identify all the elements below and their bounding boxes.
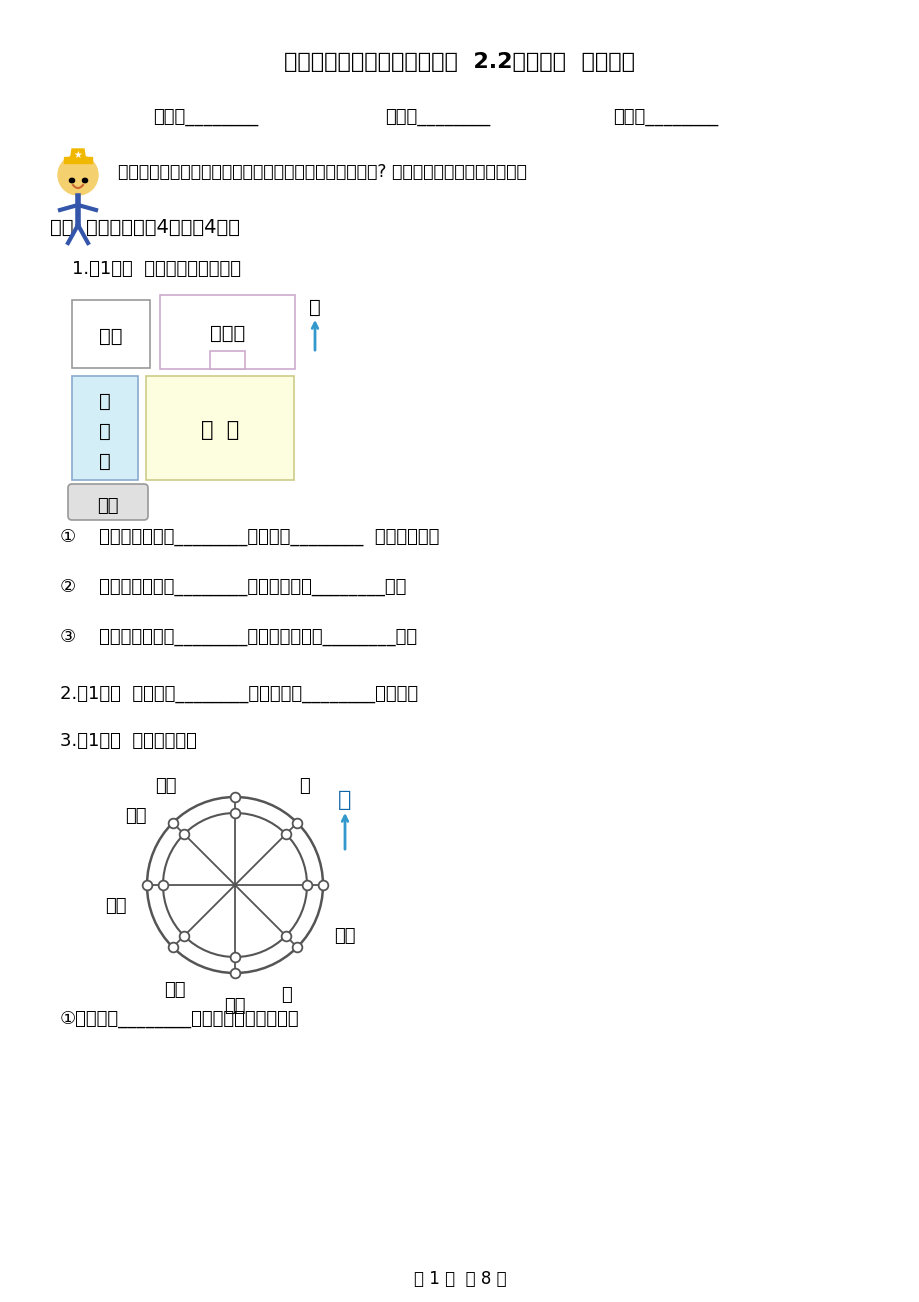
- FancyBboxPatch shape: [68, 484, 148, 519]
- Circle shape: [147, 797, 323, 973]
- Bar: [210, 352, 244, 368]
- Text: ①指针指向________面时，指的物品是鞋。: ①指针指向________面时，指的物品是鞋。: [60, 1010, 300, 1029]
- Text: 北: 北: [309, 298, 321, 316]
- Bar: [160, 296, 295, 368]
- Bar: [146, 376, 294, 480]
- Text: 花坛: 花坛: [97, 497, 119, 516]
- Text: 足球: 足球: [164, 980, 185, 999]
- Bar: [64, 158, 92, 163]
- Text: 烤箱: 烤箱: [154, 777, 176, 796]
- Text: 上衣: 上衣: [224, 997, 245, 1016]
- Text: 教学楼: 教学楼: [210, 324, 244, 342]
- Text: 3.（1分）  幸运大转盘。: 3.（1分） 幸运大转盘。: [60, 732, 197, 750]
- Text: 第 1 页  共 8 页: 第 1 页 共 8 页: [414, 1269, 505, 1288]
- Text: 书: 书: [299, 777, 310, 796]
- Text: 验: 验: [99, 422, 111, 441]
- Text: 成绩：________: 成绩：________: [612, 108, 718, 126]
- Text: 班级：________: 班级：________: [384, 108, 490, 126]
- Text: ②    实验楼在食堂的________面，在花坛的________面。: ② 实验楼在食堂的________面，在花坛的________面。: [60, 578, 406, 596]
- Text: 上海市宝山区数学二年级下册  2.2辨认方向  同步练习: 上海市宝山区数学二年级下册 2.2辨认方向 同步练习: [284, 52, 635, 72]
- Text: ③    操场在教学楼的________面，在实验楼的________面。: ③ 操场在教学楼的________面，在实验楼的________面。: [60, 628, 416, 646]
- Bar: [72, 376, 138, 480]
- Text: 键子: 键子: [334, 927, 355, 945]
- Circle shape: [58, 155, 98, 195]
- Text: 篮球: 篮球: [105, 897, 127, 915]
- Text: 姓名：________: 姓名：________: [153, 108, 258, 126]
- Text: ★: ★: [74, 150, 83, 160]
- Text: 苹果: 苹果: [125, 807, 146, 824]
- Text: 一、  填空题。（共4题；共4分）: 一、 填空题。（共4题；共4分）: [50, 217, 240, 237]
- Text: 实: 实: [99, 392, 111, 411]
- Text: 2.（1分）  小燕子在________方过冬，在________方度夏。: 2.（1分） 小燕子在________方过冬，在________方度夏。: [60, 685, 417, 703]
- Text: 操  场: 操 场: [200, 421, 239, 440]
- Text: 亲爱的小朋友们，这一段时间的学习，你们收获怎么样呢? 今天就让我们来检验一下吧！: 亲爱的小朋友们，这一段时间的学习，你们收获怎么样呢? 今天就让我们来检验一下吧！: [118, 163, 527, 181]
- Circle shape: [163, 812, 307, 957]
- Text: 食堂: 食堂: [99, 327, 122, 346]
- Text: 楼: 楼: [99, 452, 111, 471]
- Bar: [72, 299, 150, 368]
- Text: ①    教学楼在食堂的________，食堂的________  面是实验楼。: ① 教学楼在食堂的________，食堂的________ 面是实验楼。: [60, 529, 439, 546]
- Text: 1.（1分）  根据图片回答问题：: 1.（1分） 根据图片回答问题：: [72, 260, 241, 279]
- Text: 鞋: 鞋: [280, 986, 291, 1004]
- Polygon shape: [70, 148, 85, 163]
- Text: 北: 北: [338, 790, 351, 810]
